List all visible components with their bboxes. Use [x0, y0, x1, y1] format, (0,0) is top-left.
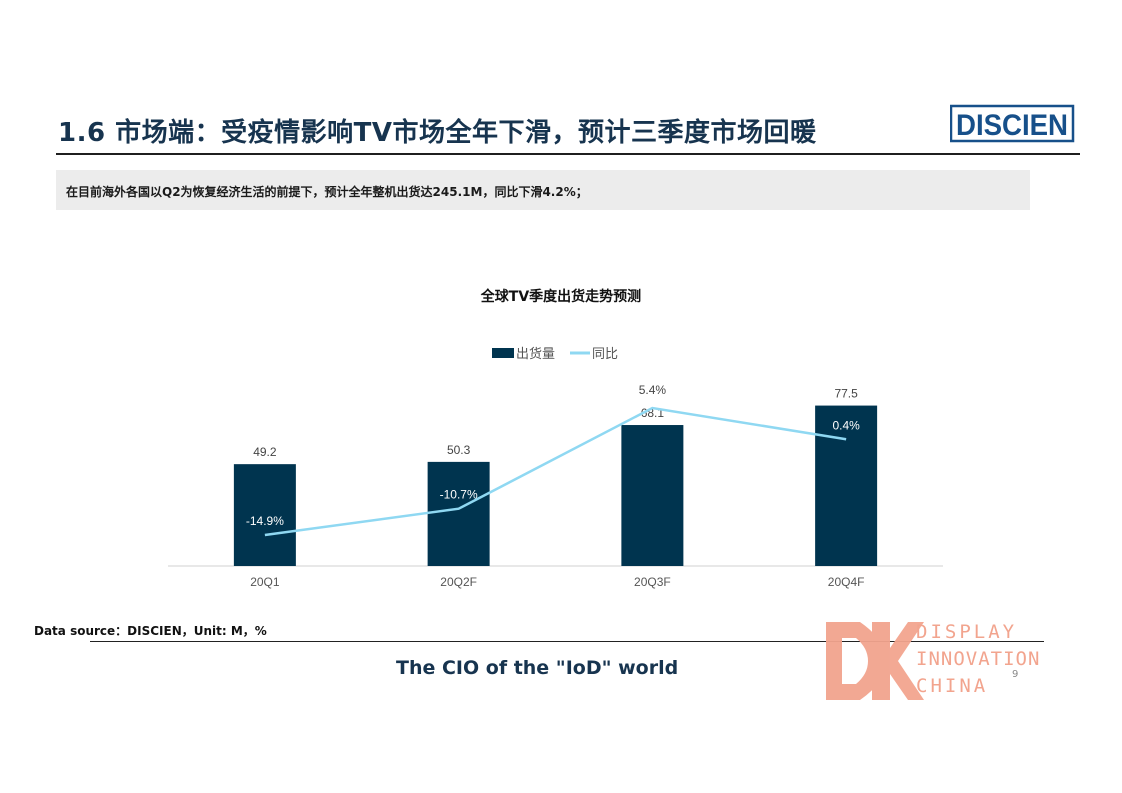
discien-logo-text: DISCIEN — [956, 109, 1068, 142]
x-tick-20Q2F: 20Q2F — [440, 575, 477, 589]
x-tick-20Q4F: 20Q4F — [828, 575, 865, 589]
bar-label-20Q4F: 77.5 — [834, 387, 858, 401]
line-label-20Q1: -14.9% — [246, 514, 284, 528]
yoy-line — [264, 406, 847, 537]
line-label-20Q3F: 5.4% — [639, 383, 667, 397]
legend-label-yoy: 同比 — [592, 347, 618, 362]
header-divider — [56, 153, 1080, 155]
line-label-20Q4F: 0.4% — [832, 418, 860, 432]
page-number: 9 — [1012, 669, 1019, 680]
dic-line-2: INNOVATION — [916, 648, 1040, 670]
bar-20Q4F — [815, 405, 878, 566]
bar-label-20Q1: 49.2 — [253, 445, 277, 459]
legend-label-shipments: 出货量 — [516, 346, 555, 362]
line-label-20Q2F: -10.7% — [440, 488, 478, 502]
x-tick-20Q3F: 20Q3F — [634, 575, 671, 589]
bar-20Q2F — [427, 461, 490, 566]
legend-swatch-shipments — [492, 348, 514, 358]
discien-logo: DISCIEN — [950, 104, 1075, 143]
summary-box: 在目前海外各国以Q2为恢复经济生活的前提下，预计全年整机出货达245.1M，同比… — [56, 170, 1030, 210]
page-title: 1.6 市场端：受疫情影响TV市场全年下滑，预计三季度市场回暖 — [58, 118, 817, 148]
data-source-note: Data source：DISCIEN，Unit: M，% — [34, 624, 267, 638]
bar-20Q3F — [621, 425, 684, 566]
bar-20Q1 — [233, 464, 296, 566]
dic-line-1: DISPLAY — [916, 621, 1017, 643]
summary-text: 在目前海外各国以Q2为恢复经济生活的前提下，预计全年整机出货达245.1M，同比… — [66, 185, 588, 199]
chart-title: 全球TV季度出货走势预测 — [480, 289, 642, 305]
bar-label-20Q2F: 50.3 — [447, 443, 471, 457]
tagline: The CIO of the "IoD" world — [396, 657, 679, 679]
footer-divider — [90, 641, 1044, 642]
display-innovation-china-logo: DISPLAY INNOVATION CHINA — [826, 621, 1040, 700]
x-tick-20Q1: 20Q1 — [250, 575, 280, 589]
dic-line-3: CHINA — [916, 675, 988, 697]
